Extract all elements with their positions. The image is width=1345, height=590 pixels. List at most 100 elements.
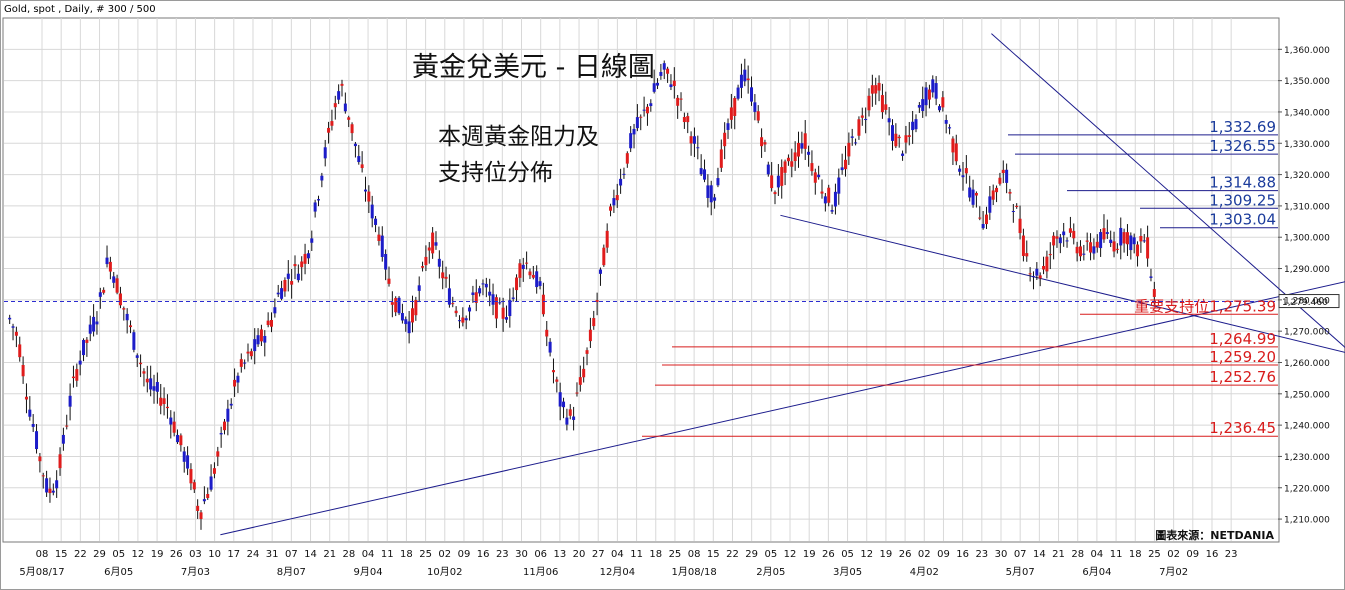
y-tick-label: 1,290.000 <box>1284 265 1330 275</box>
y-tick-label: 1,320.000 <box>1284 171 1330 181</box>
level-label-support: 1,236.45 <box>1209 419 1276 437</box>
candle-bear <box>1115 248 1119 250</box>
candle-bull <box>374 218 378 225</box>
candle-bear <box>810 163 814 172</box>
candle-bull <box>562 401 566 408</box>
candle-bull <box>743 69 747 82</box>
level-label-support: 1,264.99 <box>1209 330 1276 348</box>
candle-bear <box>1048 253 1052 256</box>
candle-bull <box>229 403 233 406</box>
candle-bull <box>152 386 156 391</box>
candle-bull <box>209 476 213 490</box>
x-tick-label: 04 <box>1091 549 1104 560</box>
x-tick-label: 08 <box>36 549 49 560</box>
candle-bear <box>733 98 737 116</box>
candle-bear <box>21 364 25 377</box>
candle-bear <box>108 261 112 272</box>
candle-bull <box>961 175 965 178</box>
y-tick-label: 1,270.000 <box>1284 328 1330 338</box>
y-tick-label: 1,280.000 <box>1284 296 1330 306</box>
candle-bull <box>622 173 626 175</box>
candle-bull <box>219 433 223 435</box>
x-tick-label: 16 <box>477 549 490 560</box>
candle-bull <box>186 455 190 469</box>
candle-bull <box>565 417 569 425</box>
x-month-label: 7月03 <box>181 566 210 578</box>
candle-bear <box>974 193 978 196</box>
x-tick-label: 20 <box>573 549 586 560</box>
candle-bull <box>296 273 300 281</box>
x-tick-label: 03 <box>189 549 202 560</box>
candle-bull <box>508 300 512 317</box>
candle-bear <box>860 115 864 118</box>
candle-bull <box>276 292 280 295</box>
x-tick-label: 31 <box>266 549 279 560</box>
candle-bear <box>679 98 683 100</box>
candle-bear <box>820 191 824 194</box>
x-tick-label: 07 <box>285 549 298 560</box>
candle-bull <box>521 264 525 270</box>
candle-bull <box>716 178 720 186</box>
level-label-resistance: 1,309.25 <box>1209 191 1276 209</box>
candle-bear <box>196 505 200 511</box>
candle-bear <box>719 149 723 168</box>
candle-bull <box>1142 240 1146 242</box>
candle-bull <box>958 168 962 172</box>
candle-bull <box>35 431 39 450</box>
candle-bull <box>619 178 623 186</box>
y-axis: 1,210.000 1,220.000 1,230.000 1,240.000 1,25… <box>1278 46 1330 526</box>
candle-bear <box>991 190 995 200</box>
x-tick-label: 14 <box>1033 549 1046 560</box>
candle-bear <box>129 325 133 328</box>
x-tick-label: 18 <box>1129 549 1142 560</box>
candle-bull <box>538 281 542 286</box>
candle-bear <box>827 187 831 203</box>
candle-bear <box>897 136 901 139</box>
grid-lines <box>4 18 1278 541</box>
candle-bull <box>750 87 754 102</box>
candle-bear <box>118 293 122 306</box>
candle-bull <box>491 294 495 305</box>
x-month-label: 5月07 <box>1006 566 1035 578</box>
candle-bear <box>216 451 220 457</box>
x-tick-label: 21 <box>1052 549 1065 560</box>
x-tick-label: 19 <box>151 549 164 560</box>
y-tick-label: 1,340.000 <box>1284 108 1330 118</box>
candle-bull <box>1035 268 1039 276</box>
candle-bull <box>692 136 696 144</box>
candle-bull <box>434 242 438 246</box>
candle-bull <box>1005 169 1009 183</box>
candle-bull <box>864 118 868 121</box>
x-month-label: 9月04 <box>354 566 383 578</box>
candle-bear <box>14 331 18 336</box>
candle-bull <box>659 71 663 76</box>
candle-bear <box>763 142 767 145</box>
candle-bear <box>212 468 216 474</box>
candle-bear <box>431 232 435 254</box>
candle-bear <box>1018 218 1022 234</box>
candle-bull <box>948 127 952 129</box>
candle-bear <box>1095 241 1099 248</box>
candle-bear <box>1102 228 1106 240</box>
candle-bull <box>176 434 180 443</box>
y-tick-label: 1,300.000 <box>1284 234 1330 244</box>
y-tick-label: 1,310.000 <box>1284 202 1330 212</box>
candle-bear <box>24 396 28 400</box>
candle-bull <box>632 128 636 135</box>
candle-bear <box>645 106 649 114</box>
candle-bull <box>68 395 72 407</box>
x-tick-label: 19 <box>880 549 893 560</box>
candle-bull <box>28 409 32 417</box>
candle-bear <box>1021 235 1025 256</box>
candle-bear <box>844 159 848 170</box>
candle-bear <box>270 319 274 327</box>
candle-bear <box>327 127 331 133</box>
candle-bull <box>55 480 59 489</box>
x-month-label: 11月06 <box>523 566 558 578</box>
candle-bull <box>917 105 921 108</box>
candle-bear <box>545 329 549 337</box>
y-tick-label: 1,220.000 <box>1284 484 1330 494</box>
candle-bull <box>236 375 240 383</box>
candle-bull <box>944 120 948 124</box>
candle-bull <box>511 297 515 299</box>
